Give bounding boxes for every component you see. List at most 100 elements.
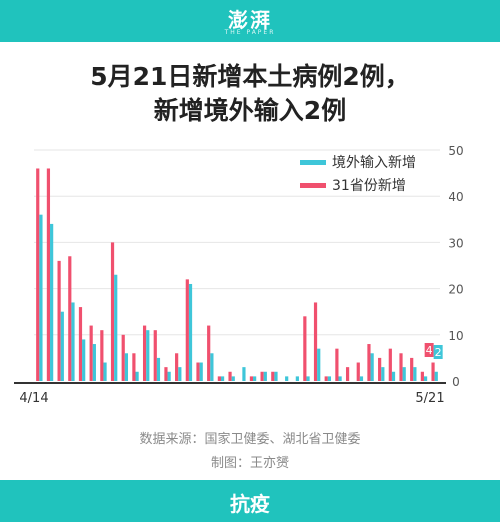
bar-imported	[434, 371, 438, 381]
bar-imported	[391, 371, 396, 381]
bar-imported	[39, 214, 43, 381]
bar-imported	[285, 376, 289, 381]
bar-imported	[50, 223, 54, 381]
data-source: 数据来源：国家卫健委、湖北省卫健委	[139, 432, 361, 447]
last-value-box-local	[424, 343, 434, 357]
bar-imported	[231, 376, 235, 381]
legend-label-local: 31省份新增	[332, 178, 406, 194]
bar-local	[185, 279, 189, 381]
bar-imported	[199, 362, 203, 381]
last-value-box-imported	[433, 345, 443, 359]
bar-imported	[82, 339, 86, 381]
bar-imported	[413, 367, 417, 381]
bar-imported	[167, 371, 171, 381]
legend-swatch-local	[300, 183, 326, 188]
bar-imported	[114, 274, 118, 381]
bar-local	[196, 362, 200, 381]
bar-imported	[306, 376, 310, 381]
bar-local	[121, 334, 125, 381]
bar-imported	[60, 311, 64, 381]
bar-local	[356, 362, 360, 381]
x-tick-label-end: 5/21	[415, 391, 444, 406]
axes: 0 10 20 30 40 50 4/14 5/21	[14, 144, 464, 406]
bar-local	[164, 367, 168, 381]
bar-local	[78, 307, 83, 381]
bar-imported	[135, 371, 139, 381]
chart-credit: 制图：王亦赟	[210, 456, 289, 471]
bar-imported	[92, 344, 96, 381]
bar-local	[324, 376, 328, 381]
bar-imported	[317, 348, 321, 381]
legend: 境外输入新增 31省份新增	[300, 155, 416, 194]
bar-local	[217, 376, 221, 381]
bar-imported	[359, 376, 364, 381]
bar-local	[89, 325, 93, 381]
bar-local	[153, 330, 157, 381]
bar-local	[345, 367, 350, 381]
bar-imported	[156, 357, 161, 381]
bar-local	[57, 260, 61, 381]
bar-local	[378, 357, 382, 381]
bar-local	[142, 325, 147, 381]
data-label-imported: 2	[435, 346, 442, 359]
bar-imported	[423, 376, 428, 381]
bar-imported	[295, 376, 299, 381]
header-band	[0, 0, 500, 42]
bar-local	[367, 344, 371, 381]
bar-local	[260, 371, 264, 381]
y-tick-label: 30	[448, 236, 463, 250]
bar-imported	[327, 376, 332, 381]
bar-imported	[124, 353, 129, 381]
bar-local	[420, 371, 424, 381]
bar-imported	[242, 367, 246, 381]
bar-local	[431, 362, 435, 381]
bar-local	[303, 316, 307, 381]
title-line-2: 新增境外输入2例	[153, 96, 347, 125]
y-tick-label: 20	[448, 283, 463, 297]
bar-local	[410, 357, 414, 381]
y-tick-label: 10	[448, 329, 463, 343]
bar-local	[46, 168, 51, 381]
y-tick-label: 40	[448, 190, 463, 204]
chart-title: 5月21日新增本土病例2例， 新增境外输入2例	[0, 60, 500, 128]
bar-local	[132, 353, 136, 381]
bar-imported	[381, 367, 385, 381]
bar-local	[110, 242, 115, 381]
brand-subtitle: THE PAPER	[224, 29, 276, 36]
footer-label: 抗疫	[230, 492, 270, 516]
bar-imported	[274, 371, 278, 381]
x-tick-label-start: 4/14	[19, 391, 48, 406]
legend-swatch-imported	[300, 160, 326, 165]
bar-imported	[220, 376, 225, 381]
bar-imported	[188, 283, 193, 381]
bar-local	[207, 325, 211, 381]
bar-imported	[402, 367, 406, 381]
title-line-1: 5月21日新增本土病例2例，	[90, 62, 410, 91]
bar-local	[36, 168, 40, 381]
bar-local	[271, 371, 275, 381]
bar-imported	[253, 376, 257, 381]
bar-local	[68, 256, 72, 381]
footer-band	[0, 480, 500, 522]
bar-local	[399, 353, 403, 381]
data-label-local: 4	[426, 344, 433, 357]
bar-local	[335, 348, 339, 381]
bar-imported	[370, 353, 374, 381]
bar-local	[388, 348, 392, 381]
bar-local	[313, 302, 318, 381]
bar-imported	[210, 353, 214, 381]
y-tick-label: 50	[448, 144, 463, 158]
bar-imported	[263, 371, 267, 381]
bar-imported	[146, 330, 150, 381]
brand-logo: 澎湃	[228, 8, 272, 32]
bar-imported	[338, 376, 342, 381]
bar-imported	[178, 367, 182, 381]
bar-local	[100, 330, 104, 381]
bar-local	[175, 353, 179, 381]
legend-label-imported: 境外输入新增	[332, 155, 416, 171]
bar-imported	[71, 302, 75, 381]
bar-local	[249, 376, 254, 381]
bar-local	[228, 371, 232, 381]
